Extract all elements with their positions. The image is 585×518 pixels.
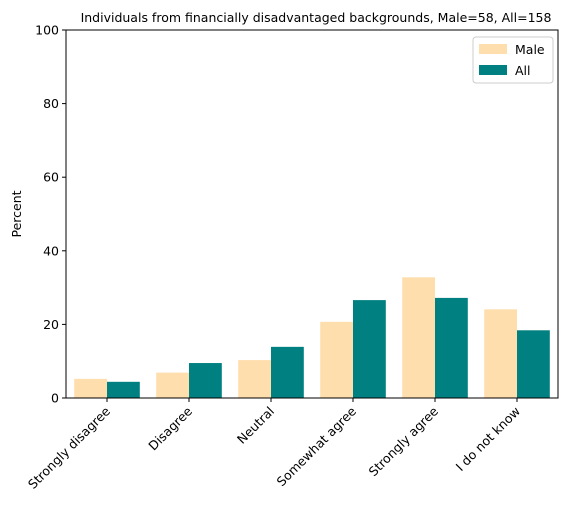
y-tick-label: 20 [43,317,59,332]
plot-frame [65,29,559,399]
legend-swatch-all [479,65,507,75]
legend: Male All [472,36,554,84]
y-tick-label: 60 [43,170,59,185]
y-tick-label: 0 [51,391,59,406]
bar-all-1 [189,363,222,398]
legend-label-male: Male [515,42,545,57]
legend-label-all: All [515,63,531,78]
x-tick-label: Somewhat agree [274,403,360,489]
x-tick-label: Neutral [234,404,277,447]
bar-all-2 [271,346,304,398]
y-axis-label: Percent [9,190,24,237]
bar-male-3 [320,321,353,398]
bar-male-1 [156,372,189,398]
bar-male-5 [484,309,517,398]
bar-male-0 [74,378,107,398]
y-tick-label: 40 [43,243,59,258]
x-tick-label: I do not know [453,404,524,475]
bar-all-0 [107,381,140,398]
bar-male-2 [238,360,271,398]
bar-all-3 [353,300,386,398]
legend-swatch-male [479,44,507,54]
x-tick-label: Disagree [145,403,195,453]
x-tick-label: Strongly disagree [25,403,113,491]
x-tick-label: Strongly agree [366,403,442,479]
bar-all-4 [435,297,468,398]
bar-all-5 [517,330,550,398]
axes-layer: 0 20 40 60 80 100 Strongly disagree Disagree Neu… [25,23,559,492]
y-tick-label: 100 [35,23,59,38]
bar-male-4 [402,277,435,398]
chart-title: Individuals from financially disadvantag… [81,10,552,25]
bars-layer [74,277,550,398]
y-tick-label: 80 [43,96,59,111]
